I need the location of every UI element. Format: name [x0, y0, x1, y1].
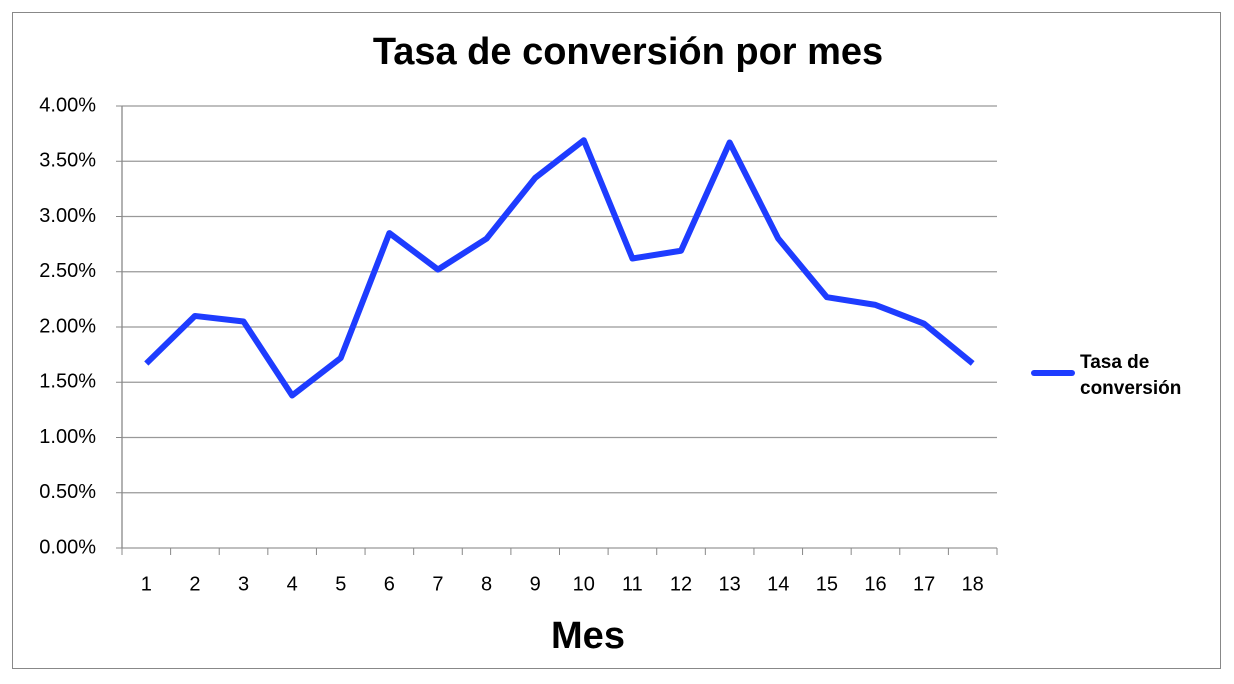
y-tick-label: 0.00% — [39, 536, 96, 558]
y-tick-label: 1.00% — [39, 426, 96, 448]
x-tick-label: 14 — [767, 573, 789, 595]
x-tick-label: 2 — [189, 573, 200, 595]
x-tick-label: 8 — [481, 573, 492, 595]
data-line — [144, 137, 975, 399]
x-tick-label: 13 — [719, 573, 741, 595]
x-tick-label: 4 — [287, 573, 298, 595]
chart-title: Tasa de conversión por mes — [373, 31, 883, 73]
x-tick-label: 3 — [238, 573, 249, 595]
x-tick-label: 10 — [573, 573, 595, 595]
x-tick-label: 1 — [141, 573, 152, 595]
x-tick-label: 9 — [530, 573, 541, 595]
x-tick-label: 12 — [670, 573, 692, 595]
y-tick-label: 3.00% — [39, 205, 96, 227]
y-tick-label: 2.50% — [39, 260, 96, 282]
y-tick-label: 2.00% — [39, 315, 96, 337]
x-tick-label: 17 — [913, 573, 935, 595]
x-tick-label: 15 — [816, 573, 838, 595]
x-tick-label: 5 — [335, 573, 346, 595]
chart-border — [12, 12, 1221, 669]
y-tick-label: 1.50% — [39, 371, 96, 393]
x-tick-label: 6 — [384, 573, 395, 595]
x-tick-label: 18 — [962, 573, 984, 595]
legend-label: Tasa de conversión — [1080, 352, 1182, 399]
x-axis-label: Mes — [551, 615, 625, 657]
y-tick-label: 4.00% — [39, 94, 96, 116]
x-tick-label: 11 — [622, 573, 643, 595]
y-tick-label: 3.50% — [39, 150, 96, 172]
x-tick-label: 7 — [432, 573, 443, 595]
x-tick-label: 16 — [864, 573, 886, 595]
y-tick-label: 0.50% — [39, 481, 96, 503]
